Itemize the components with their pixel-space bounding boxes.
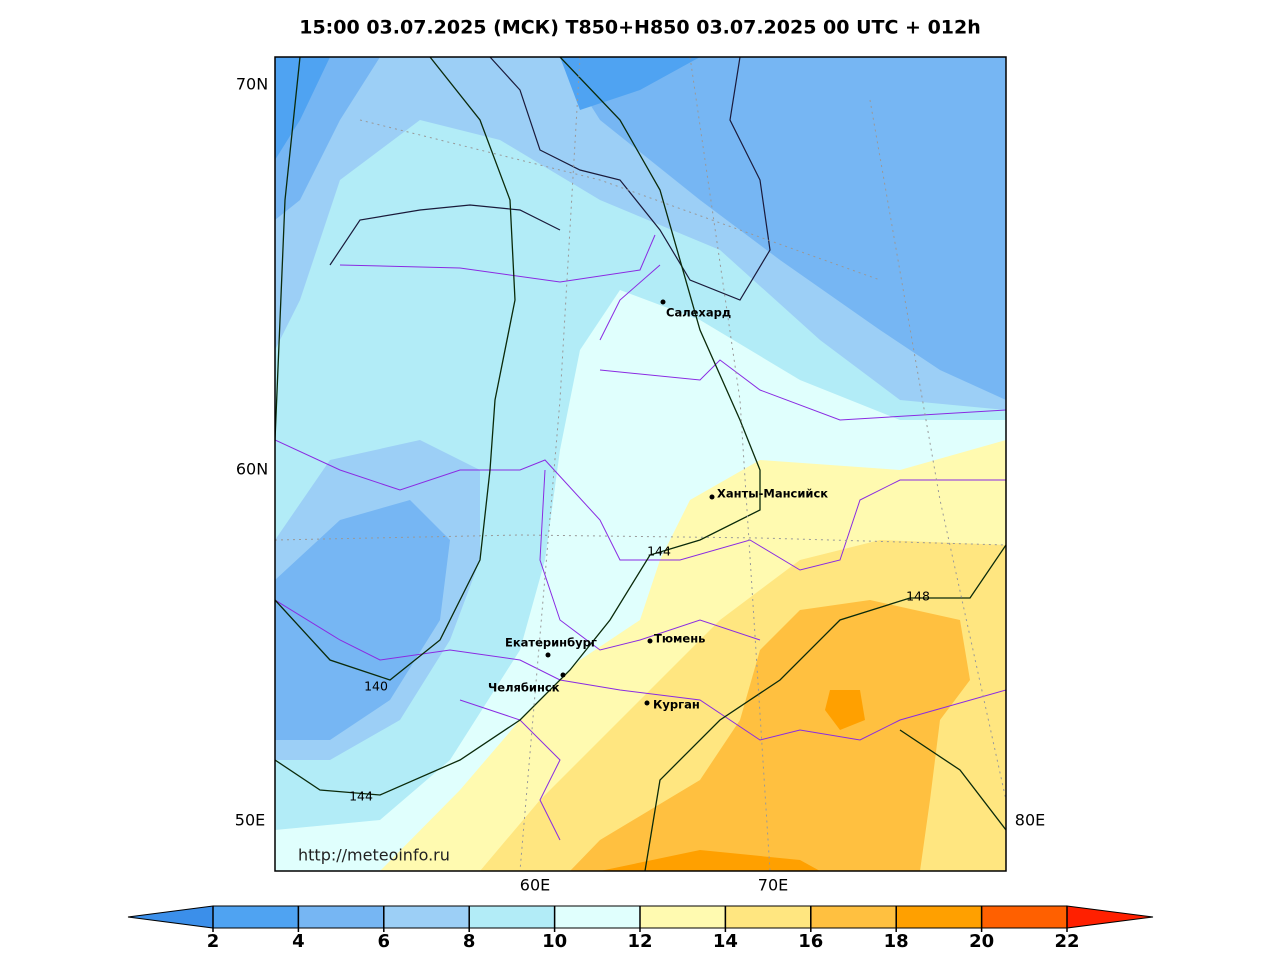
colorbar-segment: [639, 905, 726, 929]
colorbar-segment: [383, 905, 470, 929]
city-label: Курган: [653, 698, 700, 712]
colorbar-tick-label: 14: [713, 931, 738, 952]
colorbar-segment: [297, 905, 385, 929]
contour-label: 148: [906, 589, 930, 604]
city-dot: [647, 638, 653, 644]
colorbar-segment: [895, 905, 983, 929]
lon-label: 80E: [1015, 811, 1045, 830]
colorbar-segment: [810, 905, 897, 929]
city-dot: [660, 299, 666, 305]
cities: Салехард Ханты-Мансийск Екатеринбург Тюм…: [488, 299, 828, 712]
city-label: Тюмень: [654, 632, 705, 646]
map-frame: [274, 56, 1007, 872]
watermark: http://meteoinfo.ru: [298, 846, 450, 865]
colorbar-under: [127, 905, 214, 929]
colorbar-segment: [724, 905, 812, 929]
colorbar-tick-label: 12: [627, 931, 652, 952]
city-label: Салехард: [666, 306, 731, 320]
lat-label: 70N: [236, 75, 268, 94]
city-dot: [545, 652, 551, 658]
contour-label: 140: [364, 679, 388, 694]
colorbar-tick-label: 22: [1054, 931, 1079, 952]
colorbar-tick-label: 8: [463, 931, 476, 952]
colorbar: 2 4 6 8 10 12 14 16 18 20 22: [127, 905, 1154, 952]
colorbar-segment: [212, 905, 299, 929]
colorbar-segment: [468, 905, 556, 929]
colorbar-tick-label: 4: [292, 931, 305, 952]
city-label: Челябинск: [488, 681, 560, 695]
colorbar-tick-label: 2: [207, 931, 220, 952]
city-dot: [644, 700, 650, 706]
title: 15:00 03.07.2025 (МСК) T850+H850 03.07.2…: [299, 17, 981, 39]
colorbar-segment: [981, 905, 1068, 929]
lon-label: 60E: [520, 876, 550, 895]
colorbar-tick-label: 16: [798, 931, 823, 952]
lat-label: 50E: [235, 811, 265, 830]
city-dot: [709, 494, 715, 500]
lon-label: 70E: [758, 876, 788, 895]
city-dot: [560, 672, 566, 678]
colorbar-tick-label: 18: [884, 931, 909, 952]
colorbar-tick-label: 20: [969, 931, 994, 952]
lat-label: 60N: [236, 460, 268, 479]
city-label: Екатеринбург: [505, 636, 597, 650]
contour-label: 144: [647, 544, 671, 559]
colorbar-segment: [554, 905, 641, 929]
colorbar-tick-label: 10: [542, 931, 567, 952]
contour-label: 144: [349, 789, 373, 804]
city-label: Ханты-Мансийск: [717, 487, 828, 501]
colorbar-over: [1066, 905, 1154, 929]
map-fields: [275, 57, 1006, 871]
colorbar-tick-label: 6: [378, 931, 391, 952]
